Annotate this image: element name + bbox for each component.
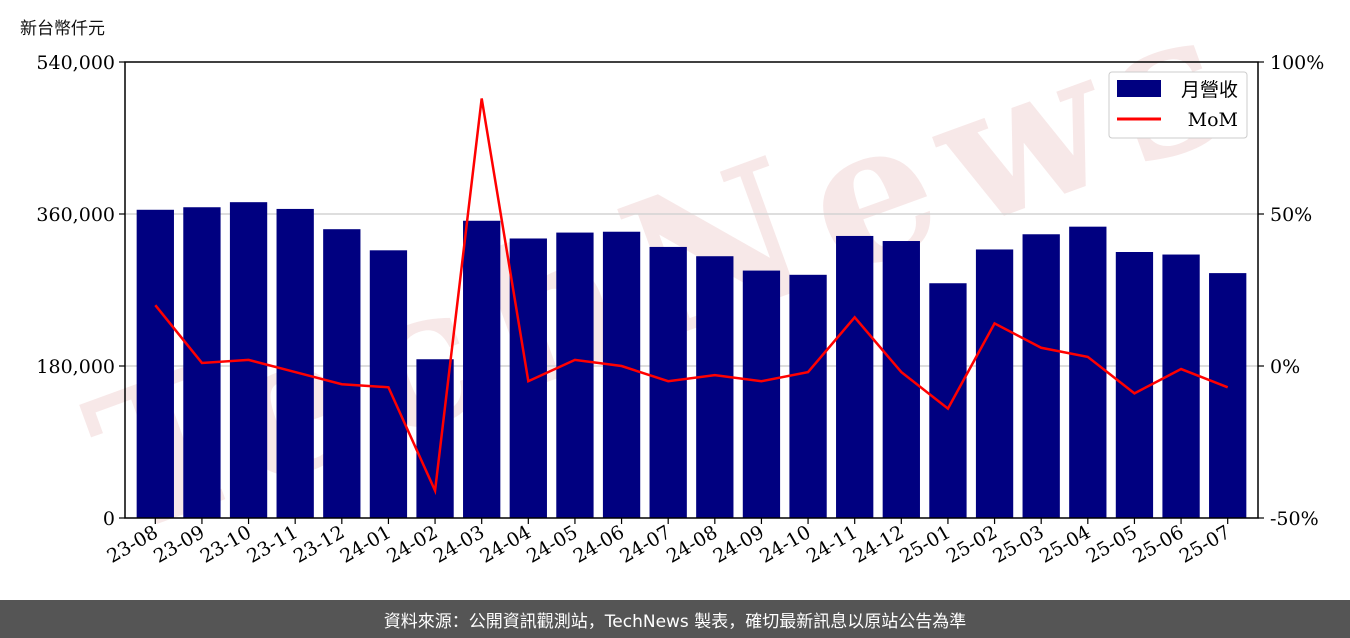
bar-25-03 [1022,234,1060,518]
bar-24-09 [742,270,781,518]
x-tick-label: 23-12 [290,521,348,567]
x-tick-label: 24-11 [803,521,861,567]
right-tick-label: -50% [1270,508,1319,530]
x-tick-label: 24-09 [709,521,767,567]
x-tick-label: 24-06 [570,521,628,567]
bar-25-06 [1162,254,1200,519]
x-tick-label: 24-10 [756,521,814,567]
right-tick-label: 100% [1270,52,1324,74]
bar-24-07 [649,246,687,518]
x-tick-label: 24-07 [616,521,674,567]
bar-23-08 [136,209,174,518]
bar-24-06 [602,231,641,518]
x-tick-label: 25-02 [943,521,1001,567]
left-tick-label: 0 [103,508,115,530]
left-tick-label: 540,000 [36,52,115,74]
x-tick-label: 25-01 [896,521,954,567]
legend: 月營收 MoM [1108,71,1248,139]
right-tick-label: 0% [1270,356,1300,378]
bar-24-01 [369,250,408,519]
x-tick-label: 24-12 [849,521,907,567]
bar-24-05 [556,232,594,519]
bar-23-11 [276,208,314,518]
bar-24-03 [463,220,501,518]
source-footer: 資料來源：公開資訊觀測站，TechNews 製表，確切最新訊息以原站公告為準 [0,600,1350,638]
bar-25-01 [929,283,967,518]
bar-25-07 [1209,273,1247,518]
bar-25-04 [1069,226,1107,518]
bar-24-08 [696,256,734,518]
bar-23-12 [323,229,361,518]
mom-line [154,98,1229,496]
x-tick-label: 25-04 [1036,521,1094,567]
y-axis-unit-label: 新台幣仟元 [20,19,105,39]
x-tick-label: 24-03 [430,521,488,567]
x-tick-label: 24-02 [383,521,441,567]
bar-24-11 [836,235,874,518]
left-tick-label: 360,000 [36,204,115,226]
plot-frame [124,61,1259,519]
x-tick-label: 24-05 [523,521,581,567]
bar-24-12 [882,241,920,518]
x-tick-label: 24-01 [336,521,394,567]
legend-bar-label: 月營收 [1181,79,1238,101]
x-tick-label: 25-03 [989,521,1047,567]
bar-25-02 [975,249,1014,518]
left-tick-label: 180,000 [36,356,115,378]
bar-25-05 [1115,252,1154,518]
x-tick-label: 25-06 [1129,521,1187,567]
chart-svg: TechNews0180,000360,000540,000-50%0%50%1… [36,0,1324,578]
x-tick-label: 24-08 [663,521,721,567]
x-tick-label: 24-04 [476,521,534,567]
x-tick-label: 25-05 [1083,521,1141,567]
x-tick-label: 25-07 [1176,521,1234,567]
bar-24-10 [789,274,827,518]
right-tick-label: 50% [1270,204,1312,226]
legend-line-label: MoM [1188,109,1238,131]
legend-bar-swatch [1117,80,1161,97]
